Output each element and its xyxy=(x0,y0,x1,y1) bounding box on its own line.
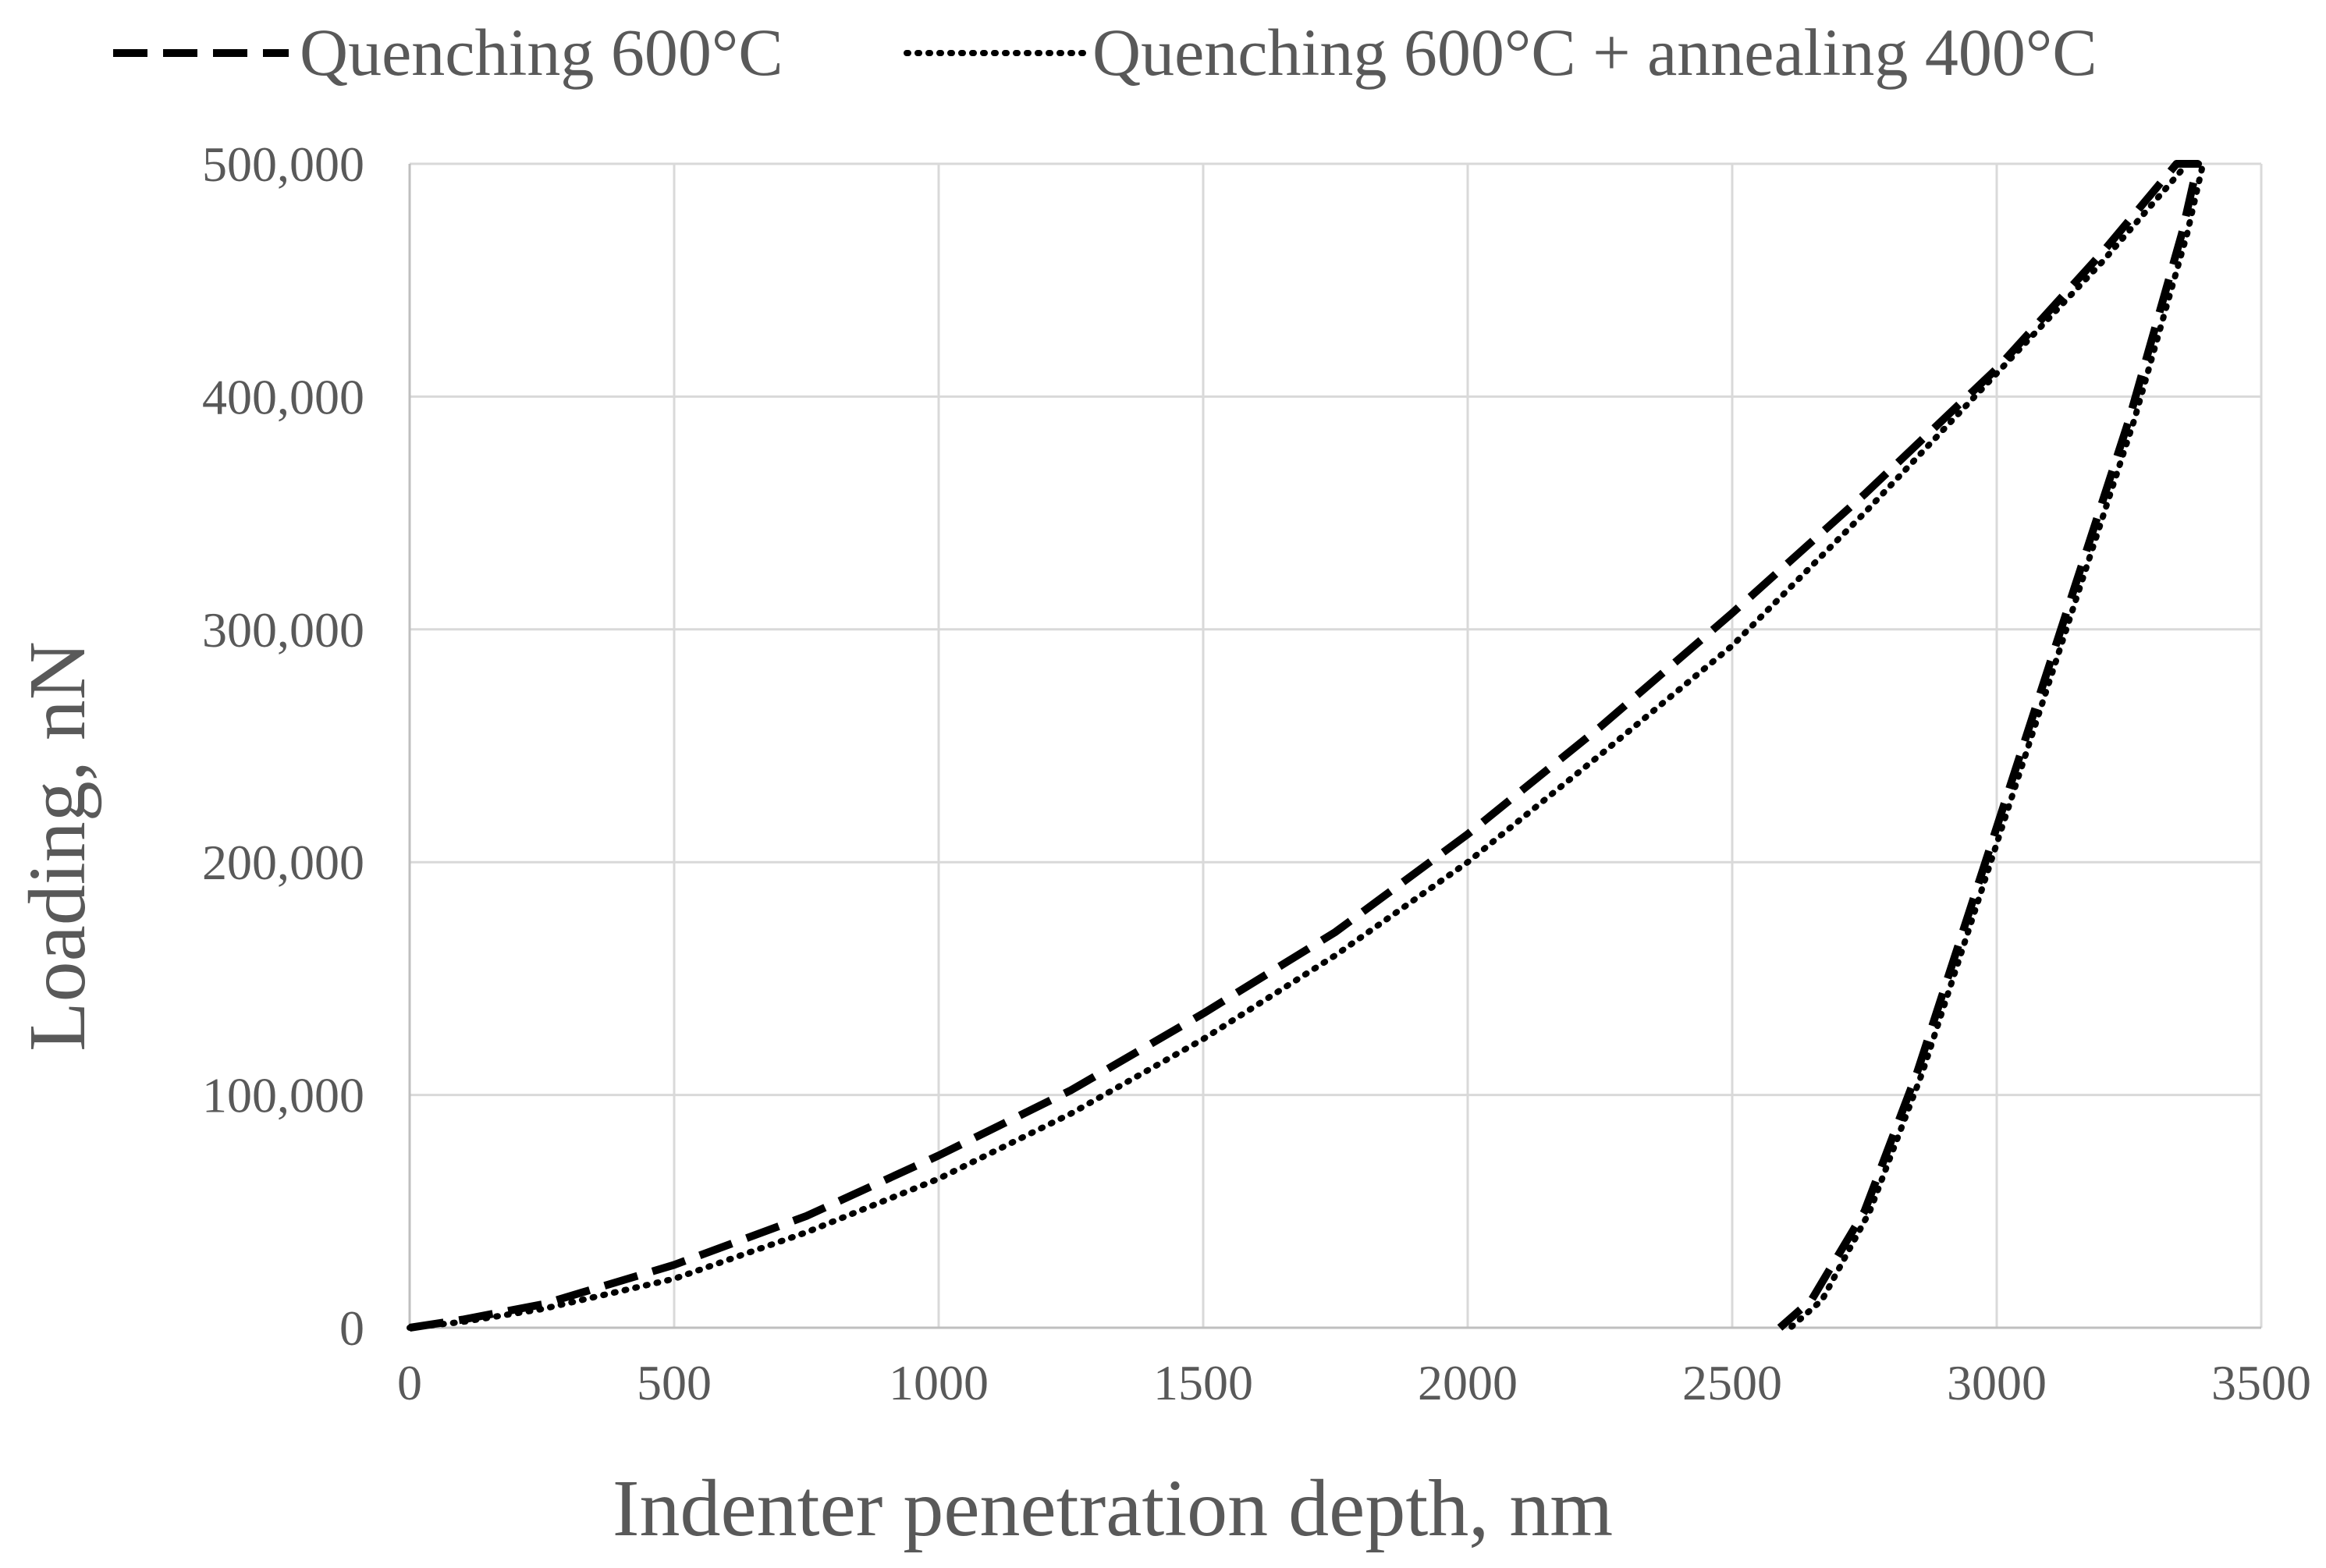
legend-label-quenching: Quenching 600°C xyxy=(300,15,783,90)
y-tick-labels: 0 100,000 200,000 300,000 400,000 500,000 xyxy=(202,137,364,1356)
series-line-quenching xyxy=(409,160,2202,1332)
x-tick-label: 1000 xyxy=(889,1355,989,1410)
x-tick-label: 2000 xyxy=(1418,1355,1518,1410)
y-tick-label: 300,000 xyxy=(202,602,364,658)
x-tick-labels: 0 500 1000 1500 2000 2500 3000 3500 xyxy=(397,1355,2311,1410)
x-tick-label: 500 xyxy=(637,1355,712,1410)
x-tick-label: 1500 xyxy=(1153,1355,1253,1410)
legend: Quenching 600°C Quenching 600°C + anneal… xyxy=(113,15,2097,90)
axes xyxy=(408,164,2261,1329)
x-tick-label: 0 xyxy=(397,1355,422,1410)
y-tick-label: 500,000 xyxy=(202,137,364,192)
x-axis-title: Indenter penetration depth, nm xyxy=(613,1463,1613,1553)
x-tick-label: 2500 xyxy=(1682,1355,1782,1410)
y-tick-label: 400,000 xyxy=(202,369,364,424)
legend-label-quenching-annealing: Quenching 600°C + annealing 400°C xyxy=(1092,15,2097,90)
y-axis-title: Loading, nN xyxy=(12,641,102,1052)
x-tick-label: 3500 xyxy=(2211,1355,2311,1410)
y-tick-label: 0 xyxy=(339,1300,364,1356)
x-tick-label: 3000 xyxy=(1947,1355,2047,1410)
y-tick-label: 100,000 xyxy=(202,1068,364,1123)
y-tick-label: 200,000 xyxy=(202,835,364,890)
series-line-quenching-annealing xyxy=(407,161,2207,1331)
series-layer xyxy=(407,160,2207,1332)
